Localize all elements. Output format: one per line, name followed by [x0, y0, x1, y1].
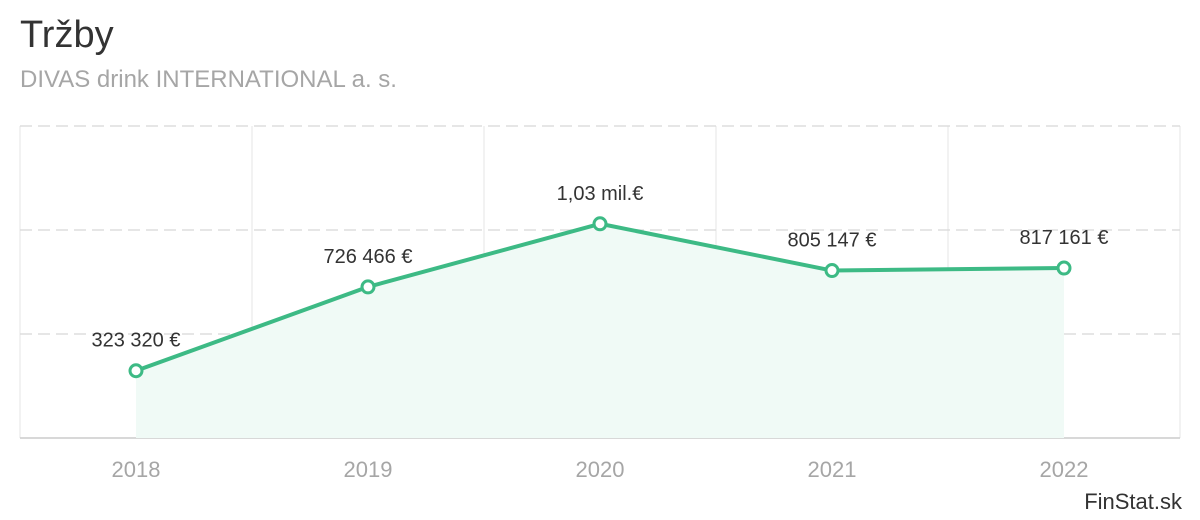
x-tick-label-2018: 2018: [112, 457, 161, 482]
x-tick-label-2022: 2022: [1040, 457, 1089, 482]
data-point-2022[interactable]: [1056, 260, 1072, 276]
x-tick-label-2019: 2019: [344, 457, 393, 482]
x-tick-label-2021: 2021: [808, 457, 857, 482]
data-label-2020: 1,03 mil.€: [557, 183, 644, 205]
chart-title: Tržby: [20, 14, 114, 56]
labels-layer: 323 320 € 726 466 € 1,03 mil.€ 805 147 € 817…: [92, 183, 1109, 352]
data-point-2018[interactable]: [128, 363, 144, 379]
x-tick-label-2020: 2020: [576, 457, 625, 482]
area-fill: [136, 223, 1064, 438]
data-point-2021[interactable]: [824, 263, 840, 279]
data-point-2020[interactable]: [592, 216, 608, 232]
x-axis-layer: 2018 2019 2020 2021 2022: [112, 457, 1089, 482]
data-point-2019[interactable]: [360, 279, 376, 295]
data-label-2021: 805 147 €: [788, 230, 877, 252]
data-label-2019: 726 466 €: [324, 246, 413, 268]
data-label-2018: 323 320 €: [92, 330, 181, 352]
finstat-credit[interactable]: FinStat.sk: [1084, 489, 1182, 514]
chart-subtitle: DIVAS drink INTERNATIONAL a. s.: [20, 66, 397, 93]
data-label-2022: 817 161 €: [1020, 227, 1109, 249]
points-layer: [128, 216, 1072, 379]
